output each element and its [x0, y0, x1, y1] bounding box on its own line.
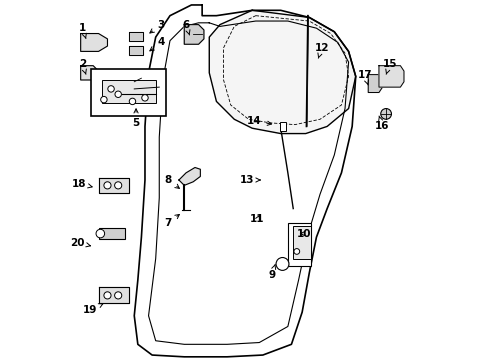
Polygon shape: [98, 287, 129, 303]
Text: 17: 17: [357, 69, 372, 85]
Circle shape: [115, 91, 122, 98]
Bar: [288, 223, 311, 266]
Text: 18: 18: [72, 179, 92, 189]
Bar: [98, 228, 125, 239]
Circle shape: [142, 95, 148, 101]
Circle shape: [104, 182, 111, 189]
Polygon shape: [379, 66, 404, 87]
Circle shape: [115, 182, 122, 189]
Polygon shape: [129, 46, 143, 55]
Circle shape: [115, 292, 122, 299]
Text: 12: 12: [315, 43, 329, 58]
Polygon shape: [98, 178, 129, 193]
Bar: [92, 69, 167, 116]
Text: 15: 15: [382, 59, 397, 75]
Polygon shape: [134, 5, 356, 357]
Polygon shape: [81, 33, 107, 51]
Polygon shape: [129, 32, 143, 41]
Text: 6: 6: [182, 19, 190, 35]
Circle shape: [96, 229, 104, 238]
Circle shape: [104, 292, 111, 299]
Text: 5: 5: [132, 109, 140, 128]
Circle shape: [100, 96, 107, 103]
Polygon shape: [368, 75, 383, 93]
Text: 20: 20: [70, 238, 91, 248]
Polygon shape: [179, 167, 200, 185]
Polygon shape: [81, 66, 97, 80]
Circle shape: [381, 109, 392, 119]
Text: 8: 8: [165, 175, 179, 188]
Bar: [280, 122, 287, 131]
Polygon shape: [209, 10, 356, 134]
Bar: [293, 226, 311, 258]
Text: 16: 16: [375, 116, 390, 131]
Bar: [102, 80, 156, 103]
Circle shape: [294, 249, 300, 254]
Text: 9: 9: [268, 264, 276, 280]
Text: 10: 10: [296, 229, 311, 239]
Circle shape: [108, 86, 114, 92]
Polygon shape: [184, 24, 204, 44]
Text: 11: 11: [250, 214, 265, 224]
Text: 13: 13: [240, 175, 260, 185]
Text: 1: 1: [79, 23, 86, 39]
Text: 14: 14: [246, 116, 271, 126]
Text: 7: 7: [165, 215, 179, 228]
Text: 2: 2: [79, 59, 86, 75]
Circle shape: [276, 257, 289, 270]
Text: 4: 4: [150, 37, 165, 51]
Circle shape: [129, 98, 136, 105]
Text: 3: 3: [150, 19, 165, 33]
Text: 19: 19: [82, 304, 103, 315]
